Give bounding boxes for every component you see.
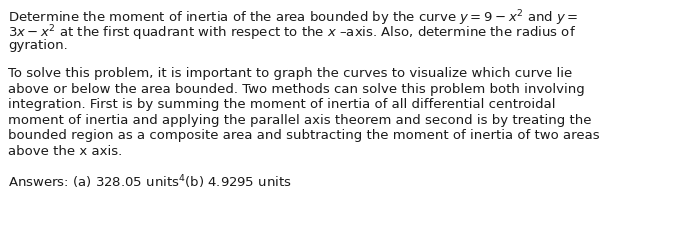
Text: integration. First is by summing the moment of inertia of all differential centr: integration. First is by summing the mom… — [8, 98, 555, 112]
Text: Answers: (a) 328.05 units$^4$(b) 4.9295 units: Answers: (a) 328.05 units$^4$(b) 4.9295 … — [8, 174, 292, 191]
Text: $3x - x^2$ at the first quadrant with respect to the $x$ –axis. Also, determine : $3x - x^2$ at the first quadrant with re… — [8, 23, 576, 43]
Text: moment of inertia and applying the parallel axis theorem and second is by treati: moment of inertia and applying the paral… — [8, 114, 591, 127]
Text: gyration.: gyration. — [8, 39, 68, 52]
Text: Determine the moment of inertia of the area bounded by the curve $y = 9 - x^2$ a: Determine the moment of inertia of the a… — [8, 8, 579, 27]
Text: above or below the area bounded. Two methods can solve this problem both involvi: above or below the area bounded. Two met… — [8, 83, 585, 96]
Text: above the x axis.: above the x axis. — [8, 145, 122, 158]
Text: To solve this problem, it is important to graph the curves to visualize which cu: To solve this problem, it is important t… — [8, 67, 572, 81]
Text: bounded region as a composite area and subtracting the moment of inertia of two : bounded region as a composite area and s… — [8, 130, 600, 142]
